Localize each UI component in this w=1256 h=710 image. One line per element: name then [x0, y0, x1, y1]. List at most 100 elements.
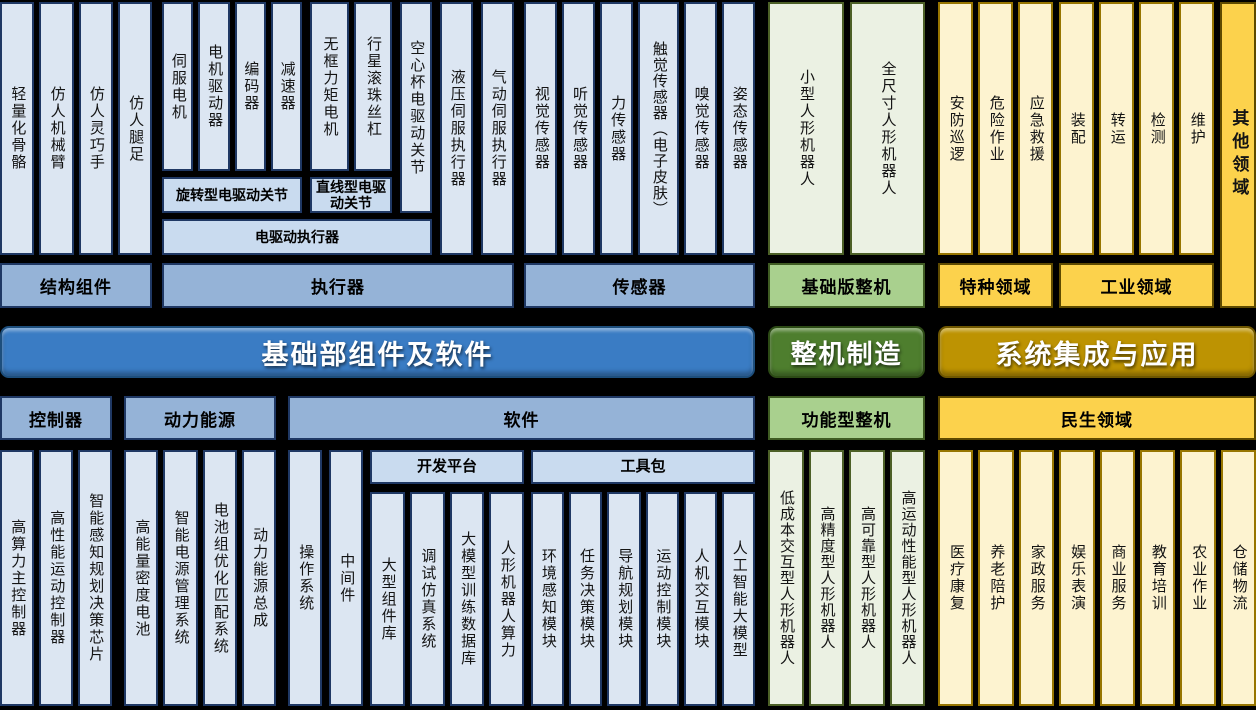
- col-warehouse-logistics: 仓储物流: [1220, 450, 1256, 706]
- col-debug-simulation: 调试仿真系统: [409, 492, 445, 706]
- integration-top-band: 安防巡逻 危险作业 应急救援 特种领域 装配 转运 检测 维护 工业领域 其他领…: [938, 2, 1256, 308]
- title-manufacturing-bar: 整机制造: [768, 326, 925, 378]
- structure-group: 轻量化骨骼 仿人机械臂 仿人灵巧手 仿人腿足 结构组件: [0, 2, 152, 308]
- col-fullsize-humanoid: 全尺寸人形机器人: [849, 2, 925, 255]
- actuator-group: 伺服电机 电机驱动器 编码器 减速器 旋转型电驱动关节 无框力矩电机: [162, 2, 514, 308]
- col-power-assembly: 动力能源总成: [241, 450, 276, 706]
- header-special-domain: 特种领域: [938, 263, 1053, 308]
- col-security-patrol: 安防巡逻: [938, 2, 973, 255]
- bar-dev-platform: 开发平台: [370, 450, 524, 484]
- toolkit-subgroup: 工具包 环境感知模块 任务决策模块 导航规划模块 运动控制模块 人机交互模块 人…: [531, 450, 756, 706]
- title-integration-bar: 系统集成与应用: [938, 326, 1256, 378]
- col-perception-module: 环境感知模块: [531, 492, 565, 706]
- basic-machine-columns: 小型人形机器人 全尺寸人形机器人: [768, 2, 925, 255]
- dev-platform-subgroup: 开发平台 大型组件库 调试仿真系统 大模型训练数据库 人形机器人算力: [370, 450, 524, 706]
- col-posture-sensor: 姿态传感器: [721, 2, 756, 255]
- col-hazardous-work: 危险作业: [978, 2, 1013, 255]
- header-basic-machine: 基础版整机: [768, 263, 925, 308]
- col-olfactory-sensor: 嗅觉传感器: [683, 2, 717, 255]
- col-high-precision-robot: 高精度型人形机器人: [808, 450, 844, 706]
- actuator-electric-block: 伺服电机 电机驱动器 编码器 减速器 旋转型电驱动关节 无框力矩电机: [162, 2, 432, 255]
- col-emergency-rescue: 应急救援: [1018, 2, 1053, 255]
- col-tactile-sensor: 触觉传感器（电子皮肤）: [638, 2, 679, 255]
- header-industrial-domain: 工业领域: [1059, 263, 1214, 308]
- col-entertainment: 娱乐表演: [1059, 450, 1095, 706]
- manufacturing-top-band: 小型人形机器人 全尺寸人形机器人 基础版整机: [768, 2, 925, 308]
- header-actuator: 执行器: [162, 263, 514, 308]
- col-agriculture-work: 农业作业: [1180, 450, 1216, 706]
- power-columns: 高能量密度电池 智能电源管理系统 电池组优化匹配系统 动力能源总成: [124, 450, 276, 706]
- manufacturing-bottom-band: 功能型整机 低成本交互型人形机器人 高精度型人形机器人 高可靠型人形机器人 高运…: [768, 396, 925, 706]
- title-components-bar: 基础部组件及软件: [0, 326, 755, 378]
- industrial-domain-columns: 装配 转运 检测 维护: [1059, 2, 1214, 255]
- col-navigation-module: 导航规划模块: [607, 492, 641, 706]
- col-hollow-cup-edrive-joint: 空心杯电驱动关节: [400, 2, 432, 213]
- col-high-reliability-robot: 高可靠型人形机器人: [849, 450, 885, 706]
- col-dexterous-hand: 仿人灵巧手: [78, 2, 113, 255]
- power-group: 动力能源 高能量密度电池 智能电源管理系统 电池组优化匹配系统 动力能源总成: [124, 396, 276, 706]
- header-controller: 控制器: [0, 396, 112, 440]
- col-hydraulic-servo-actuator: 液压伺服执行器: [440, 2, 473, 255]
- section-components: 轻量化骨骼 仿人机械臂 仿人灵巧手 仿人腿足 结构组件 伺服电机 电机驱动: [0, 2, 756, 706]
- dev-platform-columns: 大型组件库 调试仿真系统 大模型训练数据库 人形机器人算力: [370, 492, 524, 706]
- col-motion-control-module: 运动控制模块: [645, 492, 679, 706]
- col-lightweight-skeleton: 轻量化骨骼: [0, 2, 35, 255]
- col-force-sensor: 力传感器: [600, 2, 634, 255]
- col-hci-module: 人机交互模块: [683, 492, 717, 706]
- sensor-columns: 视觉传感器 听觉传感器 力传感器 触觉传感器（电子皮肤） 嗅觉传感器 姿态传感器: [524, 2, 756, 255]
- col-power-management-system: 智能电源管理系统: [163, 450, 198, 706]
- col-reducer: 减速器: [270, 2, 302, 171]
- col-transfer: 转运: [1099, 2, 1134, 255]
- col-other-domains: 其他领域: [1220, 2, 1256, 308]
- col-planetary-roller-screw: 行星滚珠丝杠: [353, 2, 392, 171]
- section-manufacturing: 小型人形机器人 全尺寸人形机器人 基础版整机 整机制造 功能型整机 低成本交互型…: [768, 2, 925, 706]
- bar-toolkit: 工具包: [531, 450, 755, 484]
- controller-group: 控制器 高算力主控制器 高性能运动控制器 智能感知规划决策芯片: [0, 396, 112, 706]
- special-domain-group: 安防巡逻 危险作业 应急救援 特种领域: [938, 2, 1053, 308]
- col-high-athletic-robot: 高运动性能型人形机器人: [889, 450, 925, 706]
- software-group: 软件 操作系统 中间件 开发平台 大型组件库 调试仿真系统 大模型训练数据库 人…: [288, 396, 756, 706]
- col-motion-controller: 高性能运动控制器: [39, 450, 73, 706]
- rotary-joint-subgroup: 伺服电机 电机驱动器 编码器 减速器 旋转型电驱动关节: [162, 2, 302, 213]
- civil-domain-columns: 医疗康复 养老陪护 家政服务 娱乐表演 商业服务 教育培训 农业作业 仓储物流: [938, 450, 1256, 706]
- industrial-domain-group: 装配 转运 检测 维护 工业领域: [1059, 2, 1214, 308]
- components-bottom-band: 控制器 高算力主控制器 高性能运动控制器 智能感知规划决策芯片 动力能源 高能量…: [0, 396, 756, 706]
- linear-joint-subgroup: 无框力矩电机 行星滚珠丝杠 直线型电驱动关节: [310, 2, 392, 213]
- col-commercial-service: 商业服务: [1099, 450, 1135, 706]
- col-decision-module: 任务决策模块: [569, 492, 603, 706]
- section-integration: 安防巡逻 危险作业 应急救援 特种领域 装配 转运 检测 维护 工业领域 其他领…: [938, 2, 1256, 706]
- sensor-group: 视觉传感器 听觉传感器 力传感器 触觉传感器（电子皮肤） 嗅觉传感器 姿态传感器…: [524, 2, 756, 308]
- col-encoder: 编码器: [234, 2, 266, 171]
- col-auditory-sensor: 听觉传感器: [562, 2, 596, 255]
- col-frameless-torque-motor: 无框力矩电机: [310, 2, 349, 171]
- header-software: 软件: [288, 396, 755, 440]
- linear-joint-columns: 无框力矩电机 行星滚珠丝杠: [310, 2, 392, 171]
- col-humanoid-leg: 仿人腿足: [117, 2, 152, 255]
- col-main-controller: 高算力主控制器: [0, 450, 34, 706]
- col-maintenance: 维护: [1179, 2, 1214, 255]
- bar-edrive-actuator: 电驱动执行器: [162, 219, 432, 255]
- header-civil-domain: 民生领域: [938, 396, 1256, 440]
- special-domain-columns: 安防巡逻 危险作业 应急救援: [938, 2, 1053, 255]
- col-housekeeping: 家政服务: [1018, 450, 1055, 706]
- bar-rotary-edrive-joint: 旋转型电驱动关节: [162, 177, 302, 213]
- rotary-joint-columns: 伺服电机 电机驱动器 编码器 减速器: [162, 2, 302, 171]
- col-humanoid-arm: 仿人机械臂: [39, 2, 74, 255]
- controller-columns: 高算力主控制器 高性能运动控制器 智能感知规划决策芯片: [0, 450, 112, 706]
- basic-machine-group: 小型人形机器人 全尺寸人形机器人 基础版整机: [768, 2, 925, 308]
- toolkit-columns: 环境感知模块 任务决策模块 导航规划模块 运动控制模块 人机交互模块 人工智能大…: [531, 492, 756, 706]
- actuator-electric-top: 伺服电机 电机驱动器 编码器 减速器 旋转型电驱动关节 无框力矩电机: [162, 2, 432, 213]
- col-education-training: 教育培训: [1139, 450, 1176, 706]
- header-structure: 结构组件: [0, 263, 152, 308]
- col-servo-motor: 伺服电机: [162, 2, 194, 171]
- col-model-training-db: 大模型训练数据库: [449, 492, 485, 706]
- col-ai-large-model: 人工智能大模型: [721, 492, 756, 706]
- col-battery-matching-system: 电池组优化匹配系统: [202, 450, 237, 706]
- col-pneumatic-servo-actuator: 气动伺服执行器: [481, 2, 514, 255]
- integration-bottom-band: 民生领域 医疗康复 养老陪护 家政服务 娱乐表演 商业服务 教育培训 农业作业 …: [938, 396, 1256, 706]
- col-elderly-care: 养老陪护: [978, 450, 1014, 706]
- col-inspection: 检测: [1139, 2, 1174, 255]
- col-operating-system: 操作系统: [288, 450, 322, 706]
- col-vision-sensor: 视觉传感器: [524, 2, 558, 255]
